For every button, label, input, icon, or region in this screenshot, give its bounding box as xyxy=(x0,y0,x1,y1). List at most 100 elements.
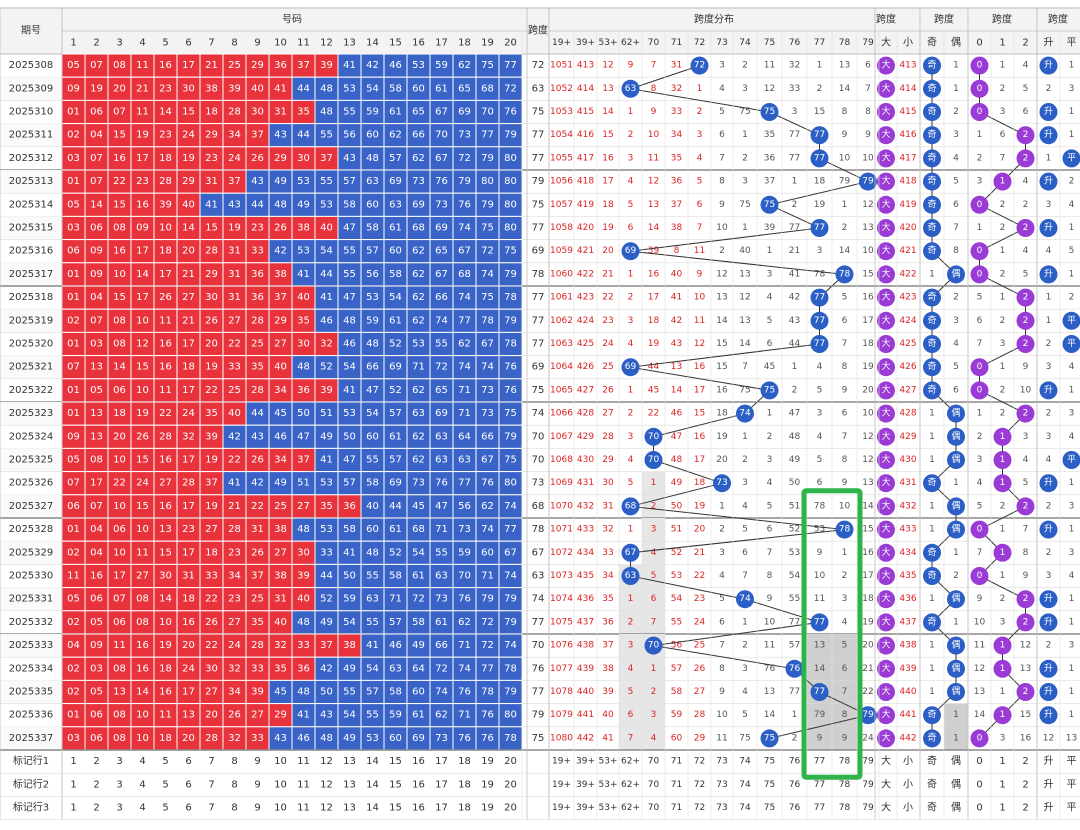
trend-count: 1 xyxy=(1069,617,1075,627)
missing-count: 7 xyxy=(842,687,848,697)
parity-count: 5 xyxy=(953,177,959,187)
number-value: 54 xyxy=(366,663,379,674)
number-value: 26 xyxy=(136,431,149,442)
number-value: 19 xyxy=(136,130,149,141)
footer-number: 8 xyxy=(231,779,237,790)
number-value: 23 xyxy=(159,83,172,94)
number-value: 48 xyxy=(320,83,333,94)
dist-col-header: 71 xyxy=(671,38,682,48)
mod3-ball-label: 2 xyxy=(1023,130,1029,140)
number-value: 24 xyxy=(136,478,149,489)
missing-count: 51 xyxy=(671,525,682,535)
span-value: 69 xyxy=(532,362,545,373)
number-value: 79 xyxy=(504,617,517,628)
missing-count: 17 xyxy=(862,316,873,326)
missing-count: 14 xyxy=(671,385,683,395)
footer-dist: 79 xyxy=(862,757,874,767)
number-value: 51 xyxy=(297,478,310,489)
missing-count: 1 xyxy=(792,362,798,372)
number-value: 32 xyxy=(182,431,195,442)
number-value: 59 xyxy=(389,710,402,721)
missing-count: 7 xyxy=(842,339,848,349)
number-value: 58 xyxy=(389,83,402,94)
number-value: 17 xyxy=(159,269,172,280)
parity-count: 5 xyxy=(953,362,959,372)
number-value: 07 xyxy=(90,60,103,71)
number-value: 68 xyxy=(412,223,425,234)
number-value: 44 xyxy=(320,269,333,280)
mod3-count: 6 xyxy=(977,316,983,326)
number-value: 76 xyxy=(481,478,494,489)
number-value: 17 xyxy=(182,501,195,512)
missing-count: 18 xyxy=(862,339,874,349)
footer-dist: 72 xyxy=(694,757,705,767)
missing-count: 1 xyxy=(742,223,748,233)
missing-count: 3 xyxy=(742,664,748,674)
count-53: 34 xyxy=(602,571,614,581)
span-ball-label: 69 xyxy=(625,362,637,372)
missing-count: 3 xyxy=(792,107,798,117)
missing-count: 45 xyxy=(648,385,659,395)
size-ball-label: 大 xyxy=(881,105,890,117)
trend-count: 3 xyxy=(1069,548,1075,558)
mod3-count: 4 xyxy=(1023,246,1029,256)
missing-count: 52 xyxy=(671,548,682,558)
missing-count: 55 xyxy=(671,617,682,627)
number-value: 04 xyxy=(90,130,103,141)
number-value: 48 xyxy=(320,733,333,744)
number-value: 20 xyxy=(205,710,218,721)
number-value: 45 xyxy=(274,408,287,419)
missing-count: 2 xyxy=(628,130,634,140)
missing-count: 1 xyxy=(628,385,634,395)
number-value: 47 xyxy=(343,292,356,303)
number-value: 62 xyxy=(458,60,471,71)
span-value: 75 xyxy=(532,107,545,118)
missing-count: 77 xyxy=(789,153,800,163)
missing-count: 14 xyxy=(814,664,826,674)
missing-count: 9 xyxy=(628,61,634,71)
missing-count: 3 xyxy=(817,409,823,419)
span-ball-label: 75 xyxy=(764,200,775,210)
trend-count: 1 xyxy=(1069,525,1075,535)
number-value: 63 xyxy=(366,176,379,187)
missing-count: 57 xyxy=(671,664,682,674)
period-cell: 2025333 xyxy=(9,640,54,651)
number-value: 17 xyxy=(182,687,195,698)
mod3-count: 2 xyxy=(1000,223,1006,233)
number-value: 80 xyxy=(504,478,517,489)
number-value: 30 xyxy=(297,153,310,164)
number-value: 77 xyxy=(504,60,517,71)
number-value: 12 xyxy=(136,339,149,350)
number-value: 60 xyxy=(412,83,425,94)
number-value: 50 xyxy=(343,571,356,582)
number-value: 15 xyxy=(205,223,218,234)
number-value: 06 xyxy=(113,385,126,396)
missing-count: 42 xyxy=(789,293,800,303)
parity-ball-label: 偶 xyxy=(951,453,960,465)
number-value: 35 xyxy=(251,617,264,628)
footer-dist: 70 xyxy=(648,803,660,813)
period-cell: 2025313 xyxy=(9,176,54,187)
number-value: 40 xyxy=(182,199,195,210)
footer-dist: 39+ xyxy=(576,780,595,790)
missing-count: 7 xyxy=(651,61,657,71)
trend-ball-label: 升 xyxy=(1044,222,1053,233)
missing-count: 3 xyxy=(767,455,773,465)
number-value: 62 xyxy=(412,315,425,326)
mod3-ball-label: 0 xyxy=(977,362,983,372)
missing-count: 21 xyxy=(789,246,800,256)
dist-col-header: 19+ xyxy=(552,38,571,48)
number-value: 16 xyxy=(136,663,149,674)
number-value: 62 xyxy=(412,269,425,280)
number-value: 09 xyxy=(67,83,80,94)
mod3-ball-label: 0 xyxy=(977,571,983,581)
footer-number: 4 xyxy=(139,803,145,814)
count-53: 25 xyxy=(602,362,613,372)
footer-number: 17 xyxy=(435,756,448,767)
span-value: 77 xyxy=(532,339,545,350)
missing-count: 21 xyxy=(694,548,705,558)
missing-count: 13 xyxy=(716,293,727,303)
number-value: 10 xyxy=(113,501,126,512)
count-53: 40 xyxy=(602,710,614,720)
